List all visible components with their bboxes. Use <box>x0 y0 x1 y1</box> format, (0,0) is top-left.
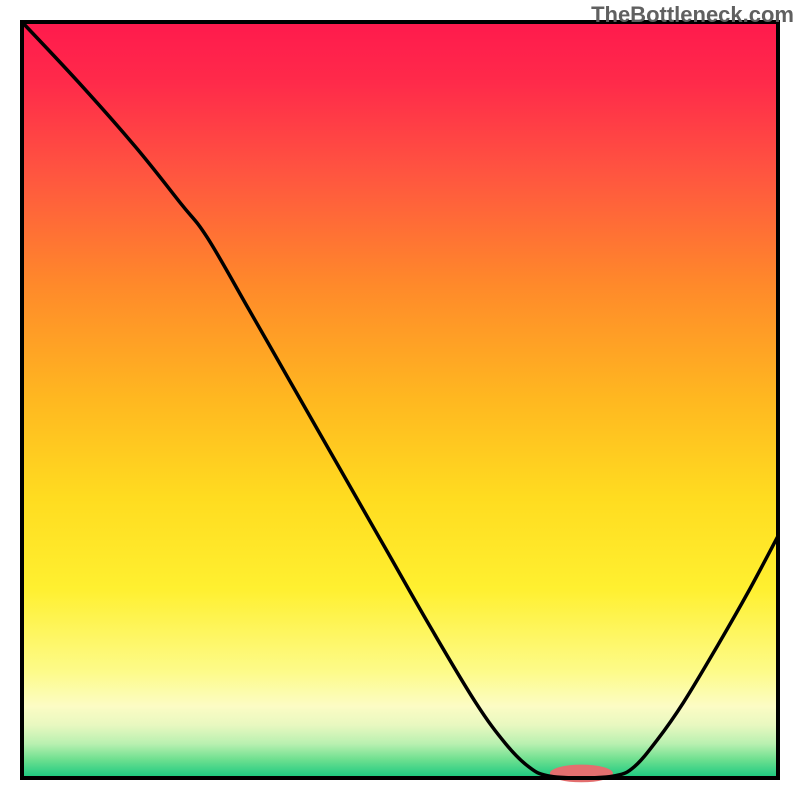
attribution-label: TheBottleneck.com <box>591 2 794 28</box>
gradient-background <box>22 22 778 778</box>
bottleneck-chart: TheBottleneck.com <box>0 0 800 800</box>
chart-svg <box>0 0 800 800</box>
